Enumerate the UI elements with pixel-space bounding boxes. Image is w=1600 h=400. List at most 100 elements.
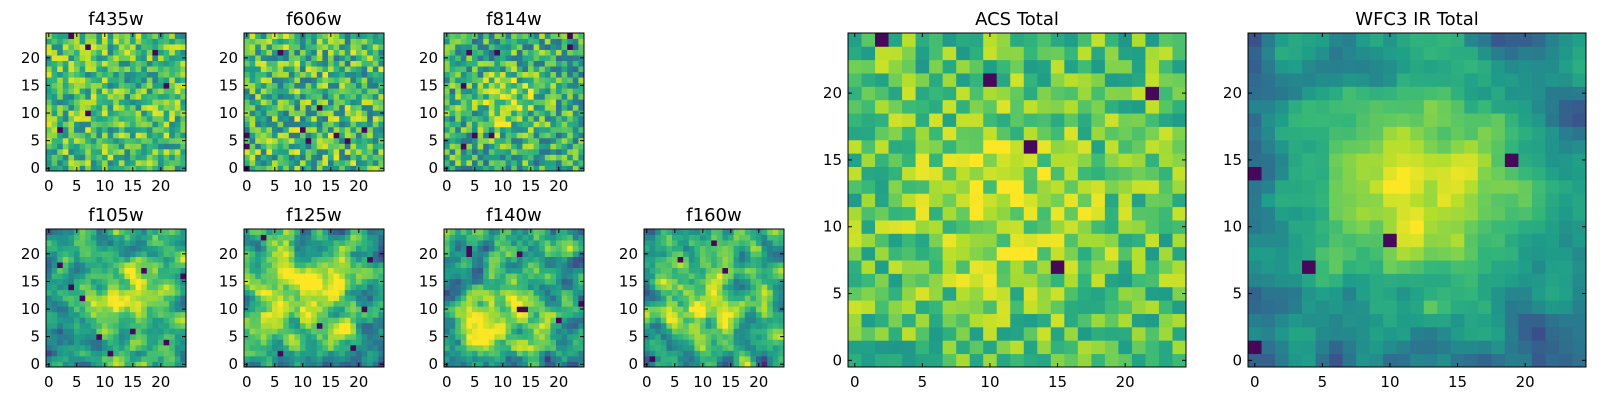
heatmap-cell — [180, 93, 187, 100]
heatmap-cell — [561, 278, 568, 285]
heatmap-cell — [544, 333, 551, 340]
heatmap-cell — [516, 300, 523, 307]
heatmap-cell — [1131, 313, 1146, 328]
heatmap-cell — [356, 333, 362, 340]
heatmap-cell — [655, 311, 662, 318]
heatmap-cell — [367, 99, 374, 106]
heatmap-cell — [728, 355, 734, 362]
heatmap-cell — [528, 71, 534, 78]
heatmap-cell — [929, 179, 944, 194]
heatmap-cell — [46, 273, 52, 280]
heatmap-cell — [533, 234, 540, 241]
heatmap-cell — [130, 322, 136, 329]
heatmap-cell — [130, 126, 136, 133]
heatmap-cell — [46, 49, 52, 56]
heatmap-cell — [505, 350, 512, 357]
heatmap-cell — [163, 322, 170, 329]
heatmap-cell — [51, 355, 58, 362]
heatmap-cell — [722, 344, 729, 351]
heatmap-cell — [772, 262, 779, 269]
heatmap-cell — [300, 88, 306, 95]
heatmap-cell — [500, 148, 506, 155]
heatmap-cell — [85, 339, 92, 346]
heatmap-cell — [372, 278, 379, 285]
heatmap-cell — [567, 71, 574, 78]
heatmap-cell — [51, 165, 58, 172]
heatmap-cell — [141, 154, 148, 161]
heatmap-cell — [488, 251, 495, 257]
heatmap-cell — [266, 267, 273, 274]
heatmap-cell — [572, 317, 579, 324]
heatmap-cell — [322, 295, 329, 302]
heatmap-cell — [477, 110, 484, 117]
heatmap-cell — [74, 262, 80, 269]
heatmap-cell — [124, 66, 131, 73]
heatmap-cell — [550, 355, 557, 362]
heatmap-cell — [567, 229, 574, 235]
heatmap-cell — [118, 66, 125, 73]
heatmap-cell — [260, 278, 267, 285]
heatmap-cell — [767, 278, 774, 285]
heatmap-cell — [561, 88, 568, 95]
heatmap-cell — [361, 234, 368, 241]
heatmap-cell — [750, 289, 757, 296]
heatmap-cell — [57, 229, 64, 235]
heatmap-cell — [350, 234, 357, 241]
heatmap-cell — [260, 104, 267, 111]
heatmap-cell — [283, 82, 290, 89]
heatmap-cell — [722, 278, 729, 285]
heatmap-cell — [130, 273, 136, 280]
heatmap-cell — [561, 49, 568, 56]
heatmap-cell — [311, 355, 318, 362]
heatmap-cell — [983, 300, 998, 314]
heatmap-cell — [255, 110, 262, 117]
heatmap-cell — [46, 115, 52, 122]
heatmap-cell — [163, 295, 170, 302]
heatmap-cell — [361, 229, 368, 235]
heatmap-cell — [539, 148, 546, 155]
heatmap-cell — [74, 93, 80, 100]
heatmap-cell — [294, 245, 301, 252]
heatmap-cell — [57, 99, 64, 106]
heatmap-cell — [711, 251, 718, 257]
heatmap-cell — [174, 165, 181, 172]
heatmap-cell — [550, 132, 557, 139]
heatmap-cell — [85, 306, 92, 313]
heatmap-cell — [660, 361, 667, 368]
heatmap-cell — [305, 300, 312, 307]
heatmap-cell — [51, 99, 58, 106]
heatmap-cell — [848, 260, 862, 274]
heatmap-cell — [328, 88, 334, 95]
heatmap-cell — [556, 110, 562, 117]
heatmap-cell — [888, 313, 903, 328]
heatmap-cell — [266, 49, 273, 56]
heatmap-cell — [57, 154, 64, 161]
heatmap-cell — [567, 361, 574, 368]
heatmap-cell — [767, 234, 774, 241]
heatmap-cell — [152, 154, 159, 161]
heatmap-cell — [915, 340, 930, 355]
heatmap-cell — [716, 355, 723, 362]
heatmap-cell — [1172, 286, 1187, 301]
heatmap-cell — [716, 229, 723, 235]
heatmap-cell — [260, 311, 267, 318]
heatmap-cell — [79, 234, 86, 241]
heatmap-cell — [472, 159, 478, 166]
heatmap-cell — [333, 256, 340, 263]
heatmap-cell — [556, 99, 562, 106]
heatmap-cell — [848, 273, 862, 288]
heatmap-cell — [322, 355, 329, 362]
heatmap-cell — [158, 82, 164, 89]
heatmap-cell — [455, 311, 462, 318]
heatmap-cell — [528, 99, 534, 106]
heatmap-cell — [956, 300, 971, 314]
heatmap-cell — [672, 251, 678, 257]
heatmap-cell — [141, 251, 148, 257]
heatmap-cell — [90, 333, 97, 340]
heatmap-cell — [483, 55, 490, 61]
heatmap-cell — [130, 77, 136, 84]
heatmap-cell — [85, 38, 92, 45]
heatmap-cell — [511, 55, 518, 61]
heatmap-cell — [705, 229, 712, 235]
heatmap-cell — [449, 66, 456, 73]
